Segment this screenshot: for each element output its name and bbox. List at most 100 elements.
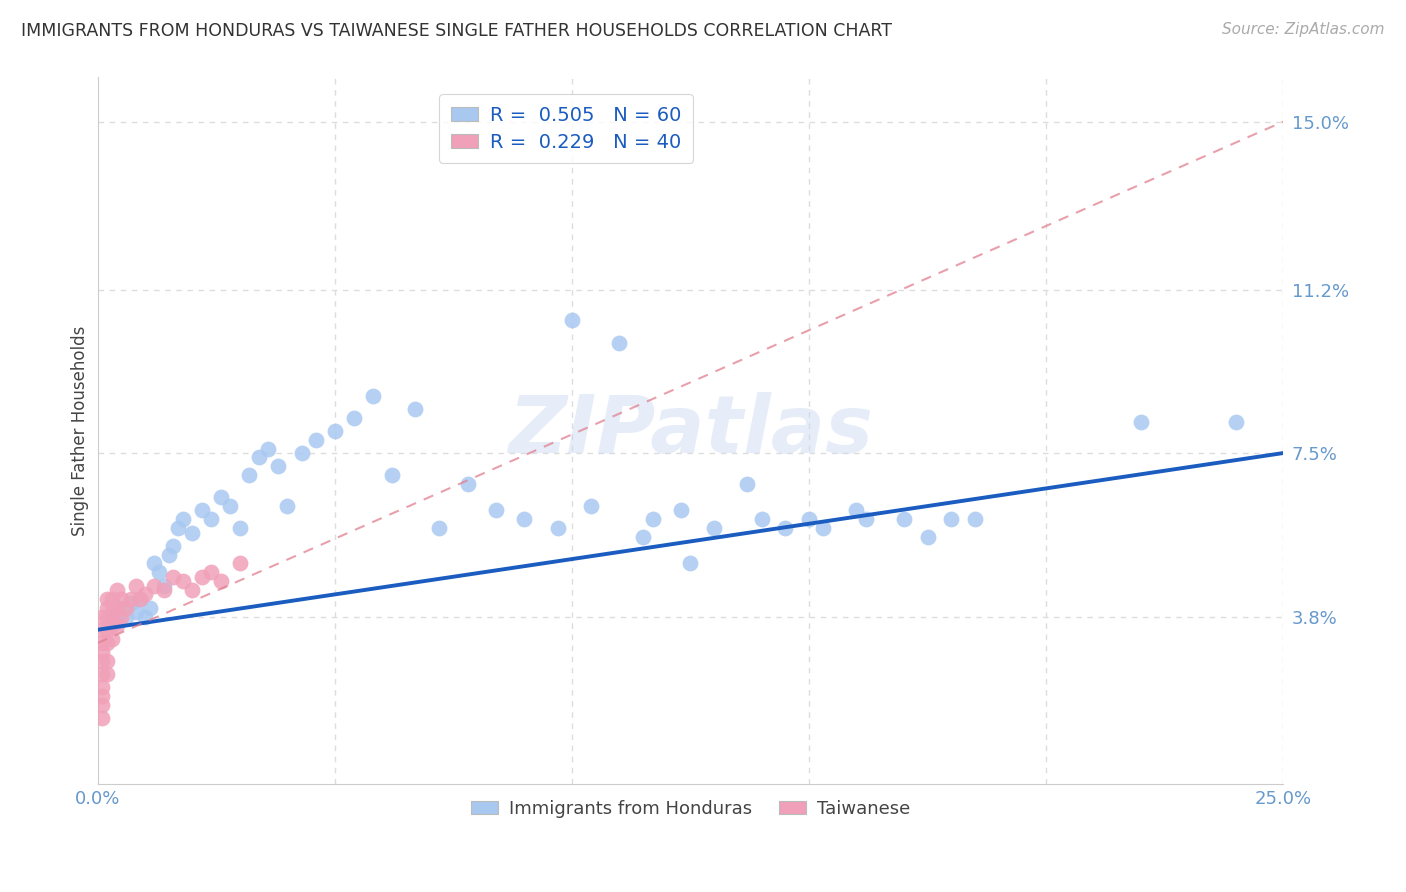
Point [91,623,114,637]
Point [120,591,142,606]
Point [115,609,138,624]
Point [290,446,312,460]
Point [257,442,280,456]
Point [917,530,939,544]
Point [457,477,479,491]
Legend: Immigrants from Honduras, Taiwanese: Immigrants from Honduras, Taiwanese [464,792,917,825]
Point [200,566,222,580]
Point [101,618,124,632]
Point [941,512,963,526]
Point [134,609,156,624]
Point [110,600,132,615]
Text: Source: ZipAtlas.com: Source: ZipAtlas.com [1222,22,1385,37]
Point [191,503,214,517]
Point [96,600,118,615]
Point [91,609,114,624]
Point [181,525,204,540]
Point [124,605,146,619]
Point [91,689,114,703]
Point [91,711,114,725]
Point [162,570,184,584]
Point [129,591,152,606]
Point [115,600,138,615]
Point [485,503,508,517]
Point [547,521,569,535]
Point [247,450,270,465]
Point [105,614,128,628]
Point [679,557,702,571]
Point [110,609,132,624]
Point [238,468,260,483]
Point [1225,415,1247,429]
Point [813,521,835,535]
Point [96,623,118,637]
Point [105,618,128,632]
Point [427,521,450,535]
Point [404,401,426,416]
Point [143,578,166,592]
Point [91,636,114,650]
Point [101,591,124,606]
Point [845,503,868,517]
Point [148,566,170,580]
Point [361,388,384,402]
Point [157,548,180,562]
Point [143,557,166,571]
Point [91,680,114,694]
Point [91,654,114,668]
Point [91,698,114,712]
Point [209,490,232,504]
Point [305,433,328,447]
Point [129,591,152,606]
Point [101,632,124,646]
Point [105,600,128,615]
Point [162,539,184,553]
Point [343,410,366,425]
Point [641,512,664,526]
Point [172,512,194,526]
Point [96,636,118,650]
Point [513,512,536,526]
Point [737,477,759,491]
Point [96,654,118,668]
Text: ZIPatlas: ZIPatlas [508,392,873,470]
Point [775,521,797,535]
Point [855,512,877,526]
Point [893,512,915,526]
Point [110,591,132,606]
Point [120,596,142,610]
Point [669,503,692,517]
Point [139,600,162,615]
Point [797,512,820,526]
Point [91,645,114,659]
Point [561,313,583,327]
Point [153,582,176,597]
Point [96,609,118,624]
Text: IMMIGRANTS FROM HONDURAS VS TAIWANESE SINGLE FATHER HOUSEHOLDS CORRELATION CHART: IMMIGRANTS FROM HONDURAS VS TAIWANESE SI… [21,22,891,40]
Point [134,587,156,601]
Point [276,499,298,513]
Point [101,605,124,619]
Point [229,521,252,535]
Point [124,578,146,592]
Point [219,499,242,513]
Point [209,574,232,589]
Point [229,557,252,571]
Point [323,424,346,438]
Point [200,512,222,526]
Point [101,609,124,624]
Point [607,335,630,350]
Point [96,591,118,606]
Point [267,459,290,474]
Y-axis label: Single Father Households: Single Father Households [72,326,89,536]
Point [172,574,194,589]
Point [963,512,986,526]
Point [91,667,114,681]
Point [105,582,128,597]
Point [181,582,204,597]
Point [191,570,214,584]
Point [96,667,118,681]
Point [1130,415,1153,429]
Point [579,499,602,513]
Point [631,530,654,544]
